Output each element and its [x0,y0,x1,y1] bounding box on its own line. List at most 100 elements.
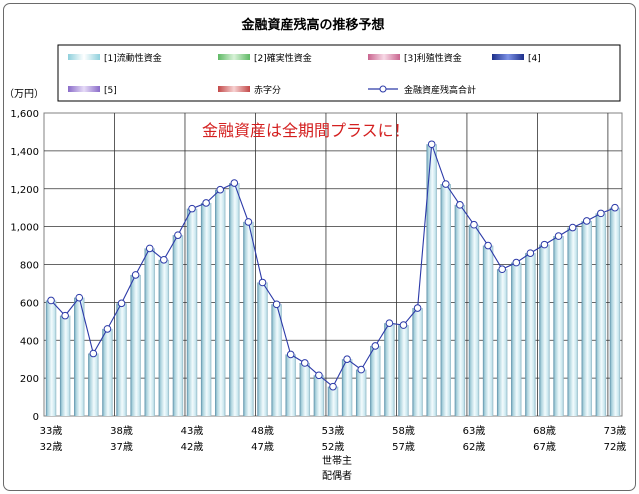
y-tick-label: 1,200 [10,185,39,196]
bar [355,369,367,416]
bar [553,236,564,416]
total-point [357,365,365,374]
legend-item-6-swatch [218,86,250,92]
y-tick-label: 600 [20,298,39,309]
legend-item-2: [2]確実性資金 [218,52,312,64]
y-tick-label: 0 [33,412,39,423]
bar [454,204,466,416]
bar [229,183,240,416]
bar [327,386,339,416]
bar [74,297,85,416]
legend-item-5-swatch [68,86,100,92]
legend-item-4: [4] [492,54,541,64]
total-point [540,240,549,249]
total-point [427,140,436,149]
legend-item-4-label: [4] [528,54,541,64]
bar [102,328,113,416]
legend-item-5: [5] [68,86,117,96]
total-point [89,349,98,358]
bar [45,300,57,416]
total-point [103,325,112,333]
y-tick-label: 1,000 [10,223,39,234]
total-point [174,231,182,239]
total-point [582,217,591,225]
x-tick-label-spouse: 37歳 [110,441,133,453]
bar [271,304,282,416]
bar [313,375,325,416]
legend-item-3: [3]利殖性資金 [368,52,462,64]
bar [496,269,508,416]
x-tick-label-spouse: 57歳 [392,441,415,453]
total-point [315,371,323,380]
bar [200,202,212,416]
total-point [484,241,492,250]
bar [468,224,480,416]
total-point [456,201,464,209]
total-point [498,265,506,274]
y-unit-label: （万円） [4,88,44,100]
x-tick-label-spouse: 32歳 [40,441,63,453]
legend-item-1-label: [1]流動性資金 [104,52,162,64]
total-point [160,255,168,264]
bar [130,274,141,416]
total-point [145,244,154,253]
bar [525,253,536,416]
total-point [568,223,577,232]
total-point [61,311,69,320]
bar [412,308,423,416]
total-point [258,278,267,287]
x-tick-label-head: 63歳 [463,425,486,437]
total-point [188,204,196,213]
bar [59,315,71,416]
plot-area: 0 200 400 600 800 1,000 1,200 1,400 1,600 33歳 32歳 3… [10,109,626,482]
bar [581,220,592,416]
x-row-label-head: 世帯主 [322,454,352,467]
total-point [244,218,253,226]
total-point [301,359,309,367]
y-tick-label: 400 [20,336,39,347]
bar [440,184,451,416]
total-point [75,293,84,302]
legend-item-1-swatch [68,54,100,60]
total-point [554,232,563,240]
x-tick-label-head: 53歳 [322,425,345,437]
bar [144,248,155,416]
total-point [371,342,380,350]
x-tick-label-spouse: 42歳 [181,441,204,453]
bar [370,345,381,416]
legend-item-3-label: [3]利殖性資金 [404,52,462,64]
total-point [441,180,450,188]
chart-title: 金融資産残高の推移予想 [240,17,384,33]
x-tick-label-head: 33歳 [40,425,63,437]
bar [609,207,621,416]
bar [243,221,254,416]
total-point [47,296,55,305]
total-point [385,319,394,328]
total-point [597,209,605,218]
x-tick-label-spouse: 52歳 [322,441,345,453]
bar [172,235,184,416]
total-point [272,300,281,309]
total-point [399,321,408,329]
bar [186,208,198,416]
bar [215,189,226,416]
total-point [202,199,210,207]
bar [398,325,409,416]
legend-item-4-swatch [492,54,524,60]
bar [299,362,311,416]
total-point [512,258,521,267]
total-point [526,249,535,257]
bar [88,353,99,416]
total-point [329,382,337,391]
legend-item-2-swatch [218,54,250,60]
legend-item-1: [1]流動性資金 [68,52,162,64]
x-tick-label-head: 43歳 [181,425,204,437]
x-tick-label-head: 68歳 [533,425,556,437]
y-tick-label: 800 [20,261,39,272]
bar [426,144,437,416]
bar [158,259,170,416]
x-tick-label-spouse: 67歳 [533,441,556,453]
legend-item-7: 金融資産残高合計 [368,84,476,96]
total-point [611,203,619,212]
